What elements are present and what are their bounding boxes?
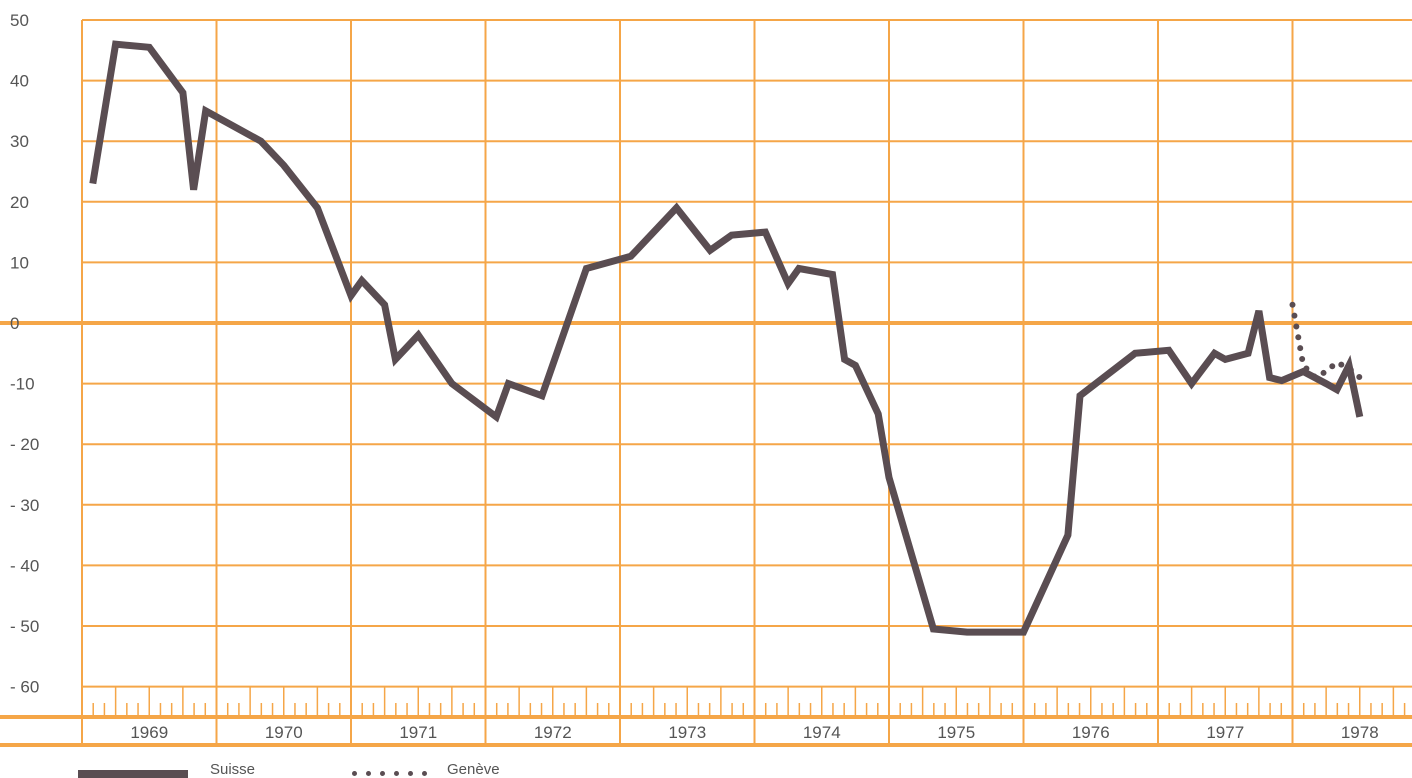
y-tick-label: - 60 (10, 678, 39, 697)
x-tick-label: 1976 (1072, 723, 1110, 742)
series-line-suisse (89, 40, 1364, 636)
x-tick-label: 1977 (1206, 723, 1244, 742)
x-tick-label: 1970 (265, 723, 303, 742)
x-tick-label: 1971 (399, 723, 437, 742)
y-tick-label: - 50 (10, 617, 39, 636)
legend-item-geneve: Genève (352, 760, 500, 778)
legend-swatch-suisse (78, 770, 188, 778)
series-line-gen-ve (1289, 301, 1363, 381)
y-tick-label: 30 (10, 132, 29, 151)
y-axis-labels: 50 40 30 20 10 0 -10 - 20 - 30 - 40 - 50 - 60 (10, 11, 39, 697)
horizontal-gridlines (82, 19, 1412, 688)
x-tick-label: 1973 (668, 723, 706, 742)
x-tick-label: 1974 (803, 723, 841, 742)
x-tick-label: 1975 (937, 723, 975, 742)
legend-item-suisse: Suisse (78, 760, 256, 778)
month-ticks (92, 687, 1406, 717)
x-axis-bars (0, 715, 1412, 747)
legend-label-geneve: Genève (447, 760, 500, 778)
series-group (89, 40, 1364, 636)
vertical-gridlines (81, 20, 1294, 743)
x-tick-label: 1969 (130, 723, 168, 742)
legend-label-suisse: Suisse (210, 760, 256, 778)
legend-swatch-geneve (352, 770, 427, 776)
x-tick-label: 1978 (1341, 723, 1379, 742)
y-tick-label: -10 (10, 375, 35, 394)
y-tick-label: - 20 (10, 435, 39, 454)
x-axis-labels: 1969 1970 1971 1972 1973 1974 1975 1976 1977 1978 (130, 723, 1378, 742)
y-tick-label: 10 (10, 253, 29, 272)
y-tick-label: 50 (10, 11, 29, 30)
y-tick-label: - 30 (10, 496, 39, 515)
y-tick-label: 0 (10, 314, 19, 333)
y-tick-label: 40 (10, 72, 29, 91)
x-tick-label: 1972 (534, 723, 572, 742)
y-tick-label: - 40 (10, 556, 39, 575)
y-tick-label: 20 (10, 193, 29, 212)
